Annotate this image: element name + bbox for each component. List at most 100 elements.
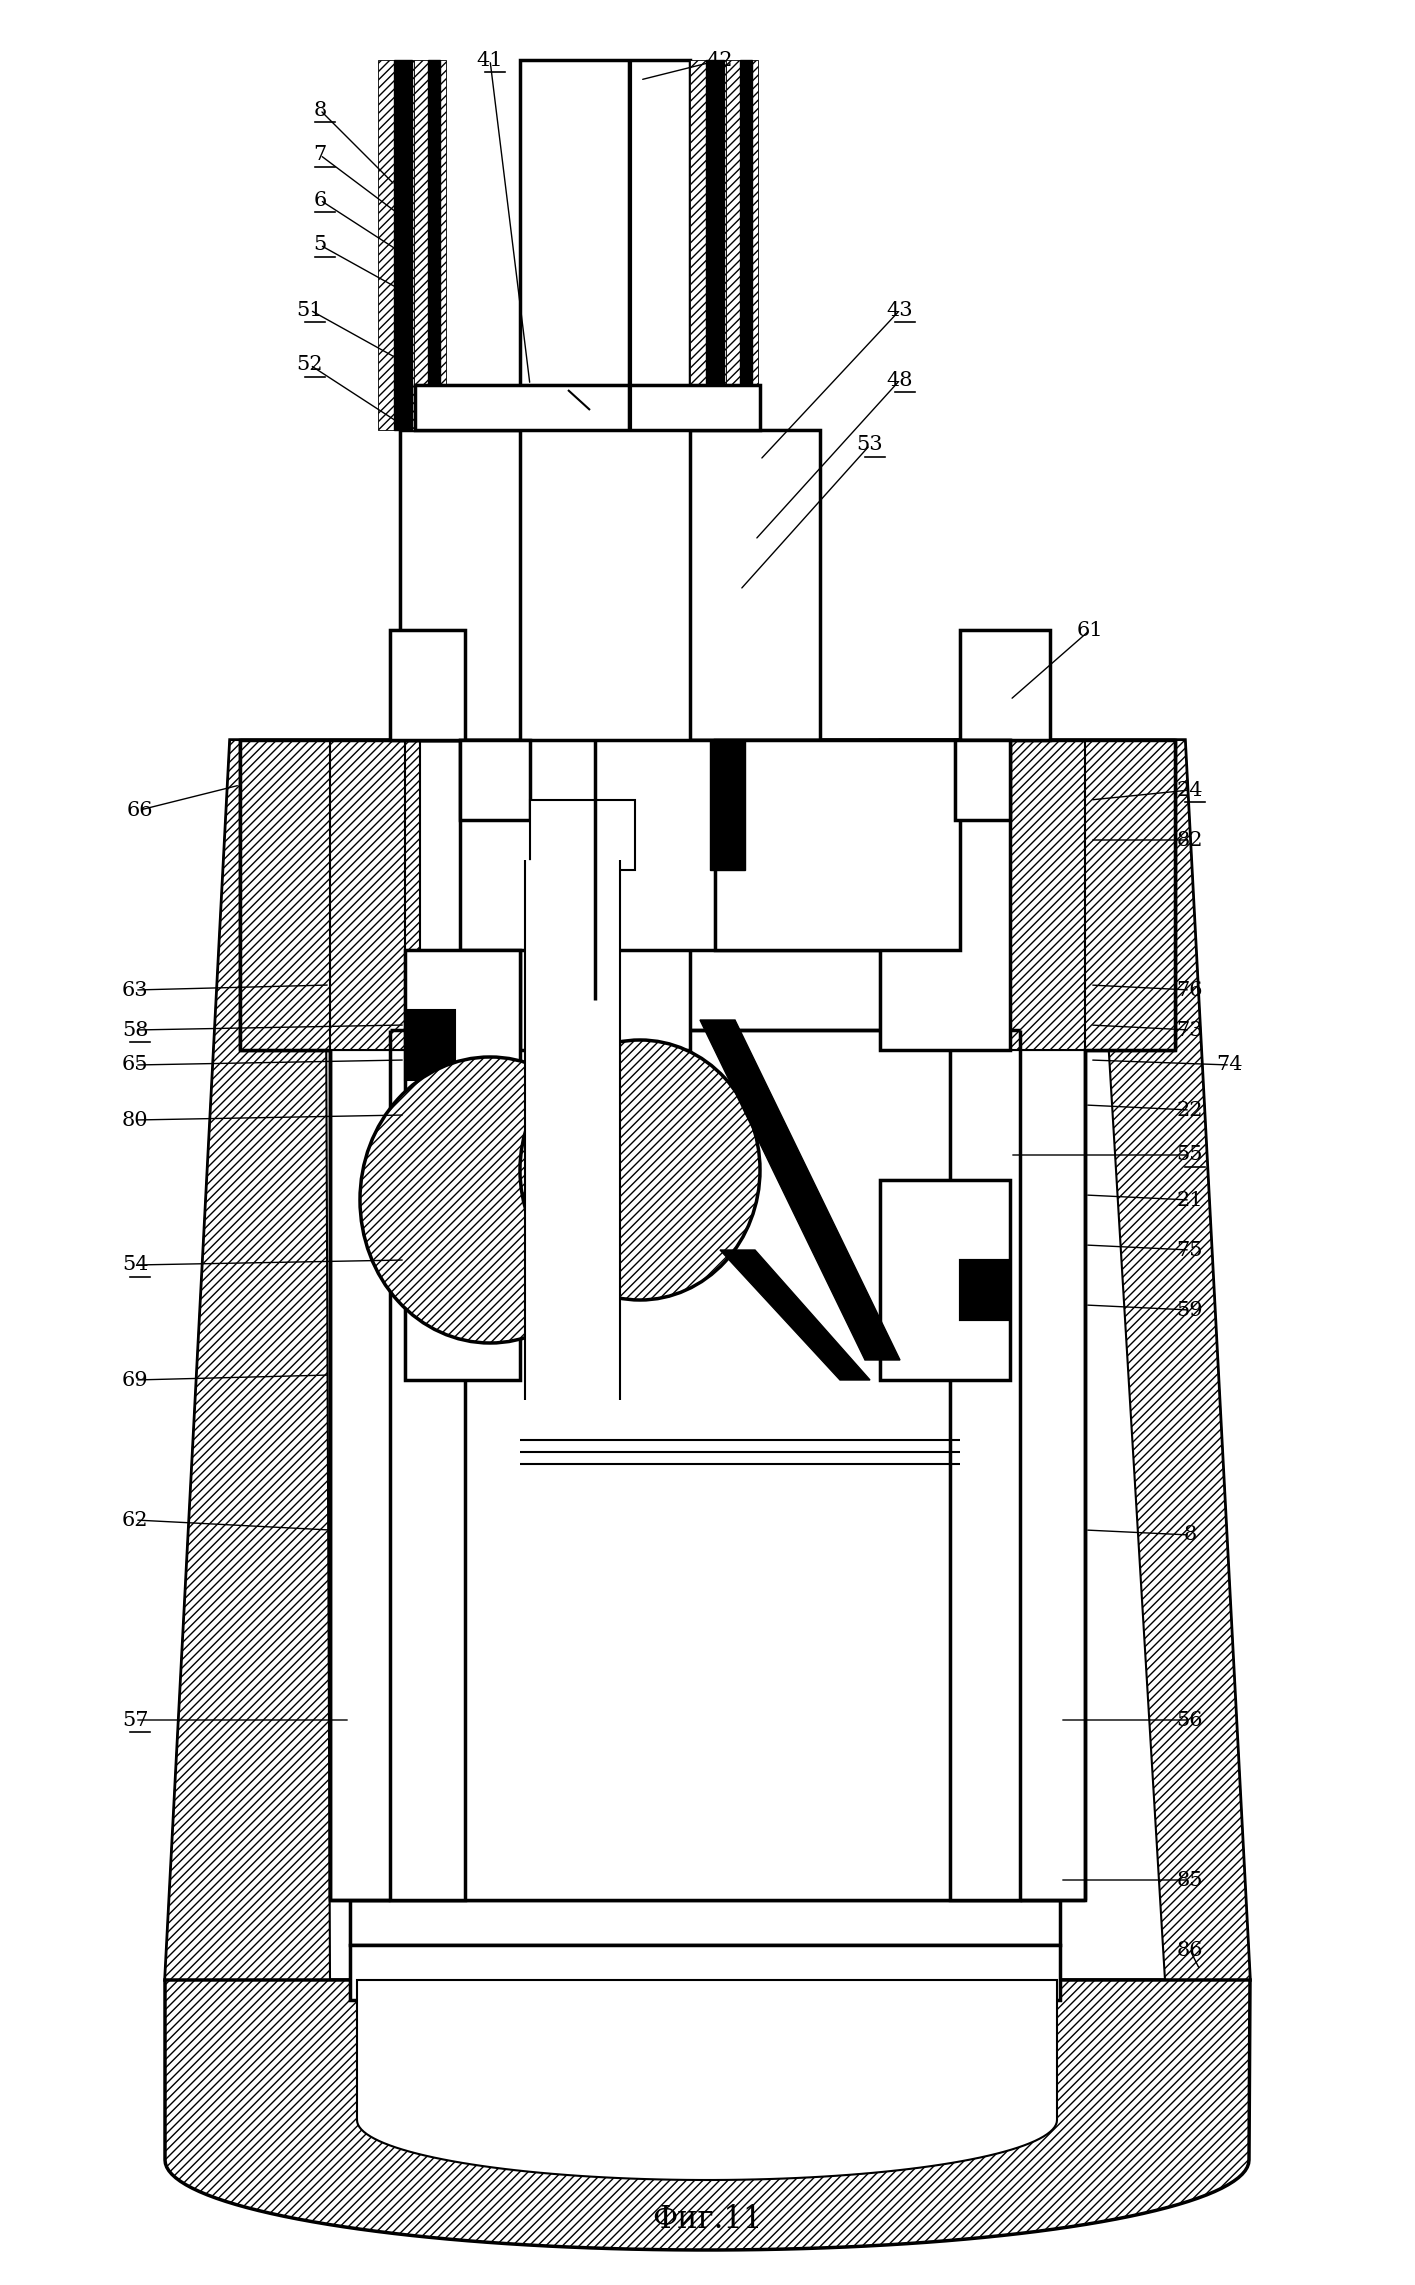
Bar: [415, 384, 760, 430]
Polygon shape: [166, 740, 330, 1981]
Bar: [995, 740, 1174, 1051]
Text: 69: 69: [122, 1371, 149, 1389]
Text: 75: 75: [1177, 1241, 1203, 1259]
Text: 6: 6: [313, 190, 327, 210]
Bar: [405, 1131, 485, 1200]
Text: 82: 82: [1177, 829, 1203, 850]
Bar: [460, 740, 531, 820]
Bar: [949, 1031, 1085, 1901]
Polygon shape: [700, 1019, 900, 1360]
Text: Фиг.11: Фиг.11: [652, 2205, 763, 2235]
Bar: [715, 740, 959, 951]
Bar: [350, 1901, 1060, 1945]
Bar: [330, 1031, 466, 1901]
Text: 22: 22: [1177, 1101, 1203, 1120]
Bar: [531, 800, 635, 871]
Polygon shape: [166, 1981, 1249, 2251]
Text: 48: 48: [887, 370, 913, 388]
Text: 58: 58: [122, 1021, 149, 1040]
Bar: [405, 951, 519, 1200]
Bar: [396, 59, 415, 430]
Bar: [1010, 740, 1085, 1051]
Polygon shape: [393, 59, 412, 430]
Ellipse shape: [519, 1040, 760, 1300]
Text: 85: 85: [1177, 1871, 1203, 1890]
Bar: [955, 740, 1010, 820]
Polygon shape: [706, 59, 724, 430]
Bar: [460, 740, 959, 951]
Text: 59: 59: [1177, 1300, 1203, 1318]
Bar: [391, 631, 466, 740]
Polygon shape: [166, 740, 1249, 1981]
Bar: [400, 430, 821, 740]
Bar: [241, 740, 420, 1051]
Bar: [391, 631, 466, 740]
Bar: [350, 1901, 1060, 1945]
Text: 62: 62: [122, 1510, 149, 1529]
Text: 53: 53: [856, 436, 883, 455]
Bar: [460, 740, 531, 820]
Text: 61: 61: [1077, 622, 1104, 640]
Text: 52: 52: [297, 356, 323, 375]
Text: 51: 51: [297, 302, 323, 320]
Ellipse shape: [359, 1058, 620, 1344]
Bar: [350, 1945, 1060, 1999]
Bar: [708, 59, 726, 430]
Bar: [427, 59, 446, 430]
Bar: [415, 384, 760, 430]
Polygon shape: [740, 59, 751, 430]
Text: 76: 76: [1177, 980, 1203, 999]
Text: 57: 57: [122, 1711, 149, 1730]
Text: 80: 80: [122, 1111, 149, 1129]
Bar: [691, 59, 708, 430]
Bar: [330, 1031, 466, 1901]
Text: 8: 8: [1183, 1526, 1197, 1545]
Bar: [959, 631, 1050, 740]
Bar: [880, 740, 1010, 1051]
Bar: [959, 631, 1050, 740]
Text: 42: 42: [706, 50, 733, 69]
Bar: [726, 59, 740, 430]
Text: 73: 73: [1177, 1021, 1203, 1040]
Bar: [955, 740, 1010, 820]
Bar: [378, 59, 396, 430]
Bar: [880, 1179, 1010, 1380]
Bar: [350, 1945, 1060, 1999]
Text: 21: 21: [1177, 1190, 1203, 1209]
Bar: [330, 740, 405, 1051]
Text: 7: 7: [313, 146, 327, 165]
Bar: [405, 1010, 456, 1081]
Text: 43: 43: [887, 302, 913, 320]
Bar: [405, 951, 519, 1200]
Bar: [959, 1259, 1010, 1321]
Polygon shape: [710, 740, 746, 871]
Bar: [949, 1031, 1085, 1901]
Text: 54: 54: [122, 1254, 149, 1275]
Bar: [400, 430, 821, 740]
Bar: [959, 1259, 1010, 1321]
Text: 66: 66: [127, 800, 153, 820]
Polygon shape: [720, 1250, 870, 1380]
Bar: [519, 59, 691, 1051]
Bar: [405, 1131, 485, 1200]
Bar: [525, 859, 620, 1380]
Text: 5: 5: [313, 235, 327, 254]
Text: 86: 86: [1177, 1940, 1203, 1961]
Bar: [405, 1131, 519, 1380]
Polygon shape: [427, 59, 440, 430]
Bar: [880, 1179, 1010, 1380]
Bar: [880, 740, 1010, 1051]
Polygon shape: [357, 1981, 1057, 2180]
Text: 55: 55: [1177, 1145, 1203, 1165]
Bar: [740, 59, 758, 430]
Bar: [241, 740, 1174, 1051]
Bar: [405, 1179, 519, 1380]
Bar: [715, 740, 959, 951]
Text: 41: 41: [477, 50, 504, 69]
Text: 74: 74: [1217, 1056, 1244, 1074]
Text: 65: 65: [122, 1056, 149, 1074]
Text: 63: 63: [122, 980, 149, 999]
Bar: [415, 59, 427, 430]
Text: 8: 8: [313, 101, 327, 119]
Text: 24: 24: [1177, 781, 1203, 800]
